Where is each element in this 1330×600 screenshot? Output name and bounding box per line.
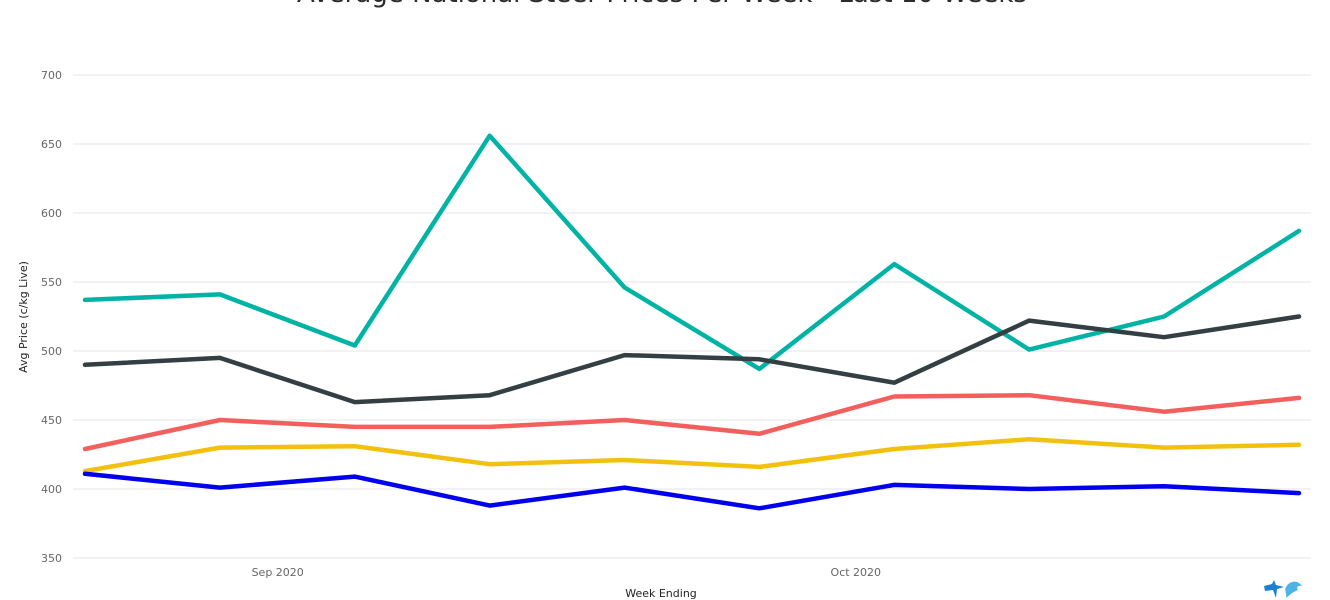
y-tick-label: 650	[41, 138, 62, 151]
x-tick-label: Sep 2020	[252, 566, 304, 579]
chart-title: Average National Steer Prices Per Week -…	[297, 0, 1027, 9]
series-line-1[interactable]	[82, 133, 1302, 372]
y-tick-label: 500	[41, 345, 62, 358]
y-tick-label: 600	[41, 207, 62, 220]
grid	[73, 74, 1311, 559]
series-line-3[interactable]	[82, 392, 1302, 452]
series-line-5[interactable]	[82, 471, 1302, 511]
y-tick-label: 350	[41, 552, 62, 565]
y-tick-label: 400	[41, 483, 62, 496]
series-line-4[interactable]	[82, 437, 1302, 474]
x-tick-label: Oct 2020	[831, 566, 882, 579]
x-axis-label: Week Ending	[625, 587, 697, 600]
y-tick-label: 700	[41, 69, 62, 82]
y-tick-label: 550	[41, 276, 62, 289]
brand-logo	[1264, 580, 1302, 598]
y-tick-label: 450	[41, 414, 62, 427]
series-line-2[interactable]	[82, 314, 1302, 405]
x-axis-ticks: Sep 2020 Oct 2020	[252, 566, 881, 579]
y-axis-ticks: 350 400 450 500 550 600 650 700	[41, 69, 62, 565]
series-lines	[82, 133, 1302, 511]
y-axis-label: Avg Price (c/kg Live)	[17, 261, 30, 373]
